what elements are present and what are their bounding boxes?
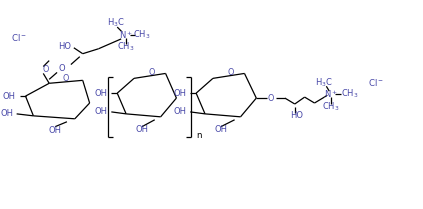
- Text: CH$_3$: CH$_3$: [341, 88, 359, 100]
- Text: OH: OH: [214, 125, 227, 134]
- Text: OH: OH: [173, 89, 186, 98]
- Text: HO: HO: [58, 42, 71, 51]
- Text: OH: OH: [49, 126, 62, 135]
- Text: OH: OH: [94, 89, 107, 98]
- Text: CH$_3$: CH$_3$: [117, 41, 135, 53]
- Text: O: O: [42, 65, 48, 74]
- Text: n: n: [196, 131, 202, 140]
- Text: Cl$^-$: Cl$^-$: [11, 32, 27, 43]
- Text: HO: HO: [290, 111, 303, 120]
- Text: H$_3$C: H$_3$C: [316, 76, 333, 89]
- Text: O: O: [63, 74, 69, 83]
- Text: CH$_3$: CH$_3$: [133, 29, 151, 41]
- Text: OH: OH: [173, 107, 186, 116]
- Text: OH: OH: [1, 109, 14, 118]
- Text: O: O: [268, 94, 274, 103]
- Text: H$_3$C: H$_3$C: [107, 17, 125, 29]
- Text: OH: OH: [3, 92, 16, 101]
- Text: O: O: [59, 64, 65, 73]
- Text: CH$_3$: CH$_3$: [322, 101, 340, 113]
- Text: N$^+$: N$^+$: [324, 88, 338, 100]
- Text: N$^+$: N$^+$: [119, 29, 133, 41]
- Text: O: O: [148, 68, 155, 77]
- Text: Cl$^-$: Cl$^-$: [368, 77, 384, 88]
- Text: OH: OH: [94, 107, 107, 116]
- Text: OH: OH: [135, 125, 148, 134]
- Text: O: O: [228, 68, 234, 77]
